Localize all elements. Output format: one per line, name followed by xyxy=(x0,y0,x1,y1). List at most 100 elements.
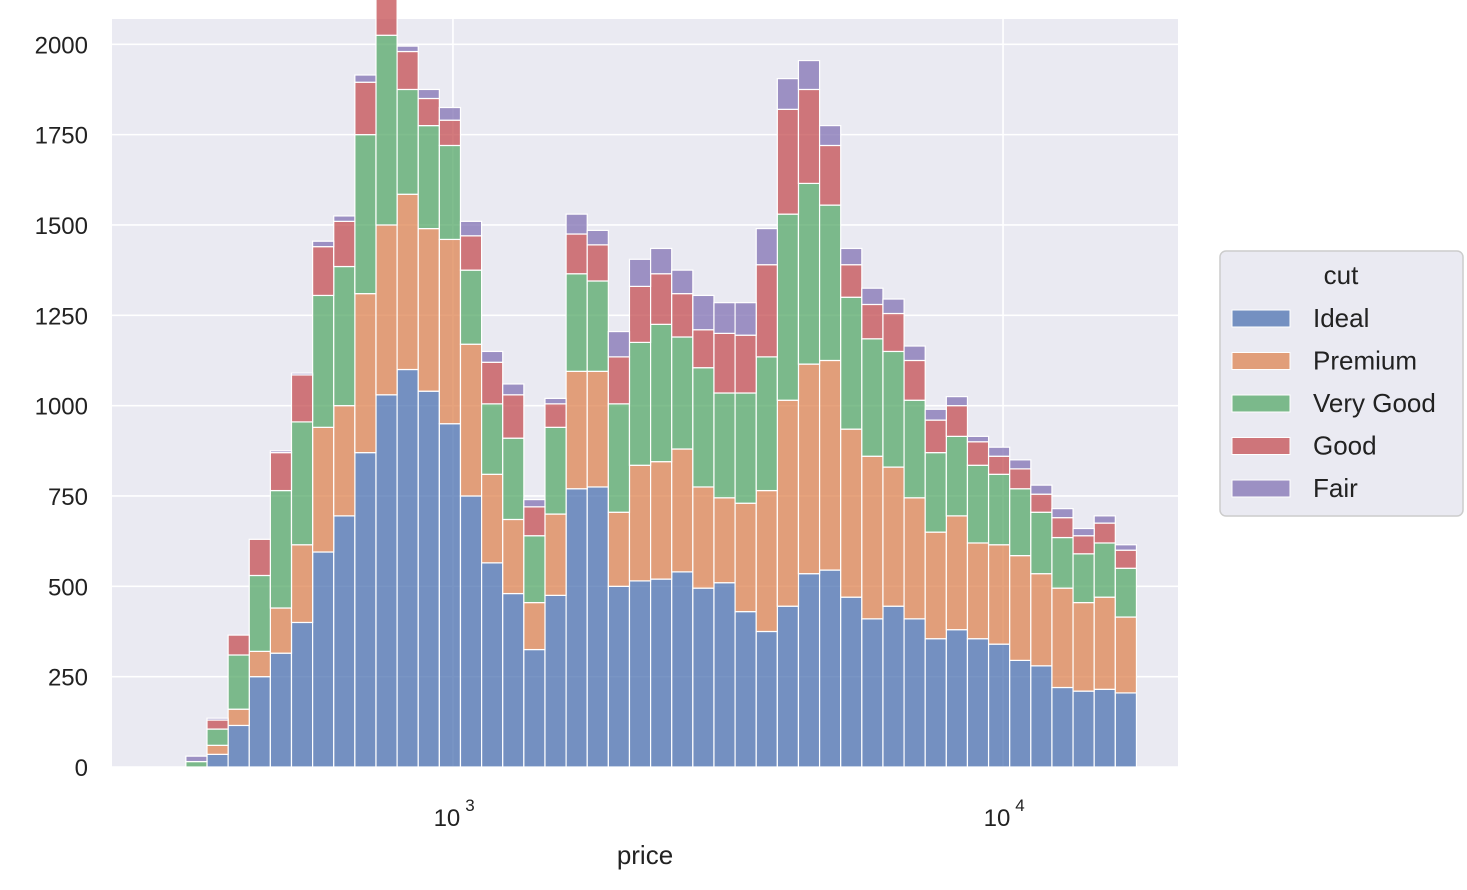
bar-ideal xyxy=(396,368,419,768)
bar-fair xyxy=(861,287,884,306)
bar-premium xyxy=(354,293,377,454)
legend-title: cut xyxy=(1324,260,1359,290)
bar-good xyxy=(459,235,483,271)
y-tick-label: 500 xyxy=(48,574,88,601)
bar-fair xyxy=(966,435,990,443)
bar-premium xyxy=(776,399,800,607)
legend-item-good: Good xyxy=(1231,431,1377,461)
bar-fair xyxy=(1051,508,1074,519)
bar-premium xyxy=(966,542,990,640)
bar-very-good xyxy=(776,213,800,401)
bar-fair xyxy=(671,269,694,295)
bar-very-good xyxy=(333,265,356,407)
y-tick-label: 1750 xyxy=(35,123,88,150)
bar-good xyxy=(607,356,631,405)
legend-label: Very Good xyxy=(1313,388,1436,418)
bar-fair xyxy=(607,330,631,358)
bar-very-good xyxy=(797,182,821,365)
bar-very-good xyxy=(523,535,546,604)
bar-premium xyxy=(1030,573,1053,667)
bar-very-good xyxy=(544,426,567,515)
bar-premium xyxy=(1072,601,1095,692)
bar-premium xyxy=(882,466,905,607)
bar-good xyxy=(840,264,863,298)
bar-very-good xyxy=(206,728,229,746)
legend-item-fair: Fair xyxy=(1231,473,1358,503)
bar-very-good xyxy=(628,341,652,466)
bar-good xyxy=(269,452,293,492)
bar-very-good xyxy=(840,296,863,430)
bar-very-good xyxy=(565,273,588,372)
bar-fair xyxy=(396,45,419,53)
bar-ideal xyxy=(523,648,546,768)
bar-very-good xyxy=(755,356,778,492)
bar-premium xyxy=(945,515,969,631)
bar-good xyxy=(290,374,314,423)
y-tick-label: 750 xyxy=(48,484,88,511)
x-tick-label: 10 3 xyxy=(434,796,475,832)
bar-very-good xyxy=(607,403,631,513)
bar-very-good xyxy=(945,435,969,517)
legend: cut Ideal Premium Very Good Good Fair xyxy=(1219,250,1464,517)
bar-fair xyxy=(628,258,652,288)
bar-fair xyxy=(312,240,335,248)
bar-fair xyxy=(987,446,1011,457)
bar-premium xyxy=(861,455,884,620)
bar-premium xyxy=(565,370,588,490)
bar-very-good xyxy=(185,760,208,768)
y-tick-label: 0 xyxy=(75,755,88,782)
bar-good xyxy=(1072,535,1095,555)
bar-premium xyxy=(755,489,778,633)
bar-fair xyxy=(840,247,863,266)
bar-good xyxy=(502,394,525,439)
bar-ideal xyxy=(269,652,293,768)
bar-fair xyxy=(481,350,504,363)
bar-ideal xyxy=(713,582,736,768)
bar-very-good xyxy=(354,134,377,295)
bar-good xyxy=(354,81,377,136)
bar-very-good xyxy=(649,323,673,463)
bar-good xyxy=(797,88,821,185)
bar-good xyxy=(248,538,271,577)
bar-good xyxy=(713,332,736,394)
bar-fair xyxy=(1072,527,1095,537)
y-tick-label: 1500 xyxy=(35,213,88,240)
x-tick-base: 10 xyxy=(984,805,1011,832)
bar-premium xyxy=(227,708,250,727)
bar-fair xyxy=(1114,544,1138,551)
bar-very-good xyxy=(692,367,715,488)
bar-good xyxy=(924,419,947,454)
legend-label: Good xyxy=(1313,431,1377,461)
bar-premium xyxy=(924,531,947,640)
bar-very-good xyxy=(1030,511,1053,575)
bar-very-good xyxy=(459,269,483,345)
bar-very-good xyxy=(248,574,271,652)
bar-premium xyxy=(713,497,736,584)
bar-ideal xyxy=(1009,659,1032,768)
bar-fair xyxy=(290,372,314,376)
bar-very-good xyxy=(586,280,609,372)
bar-ideal xyxy=(628,580,652,768)
bar-very-good xyxy=(502,437,525,521)
bar-premium xyxy=(840,428,863,598)
y-tick-labels: 0 250 500 750 1000 1250 1500 1750 2000 xyxy=(35,32,88,782)
bar-very-good xyxy=(312,294,335,428)
bar-ideal xyxy=(586,486,609,768)
bar-premium xyxy=(290,544,314,624)
bar-fair xyxy=(776,78,800,110)
bar-fair xyxy=(797,59,821,91)
bar-premium xyxy=(333,405,356,517)
bar-good xyxy=(227,634,250,656)
bar-very-good xyxy=(417,124,440,230)
bar-very-good xyxy=(818,204,842,362)
bar-premium xyxy=(396,193,419,371)
legend-item-ideal: Ideal xyxy=(1231,303,1369,333)
bar-premium xyxy=(438,238,462,425)
bar-good xyxy=(1051,517,1074,539)
bar-fair xyxy=(565,213,588,235)
legend-label: Fair xyxy=(1313,473,1358,503)
bar-very-good xyxy=(227,654,250,710)
bar-good xyxy=(966,441,990,466)
bar-fair xyxy=(459,220,483,237)
